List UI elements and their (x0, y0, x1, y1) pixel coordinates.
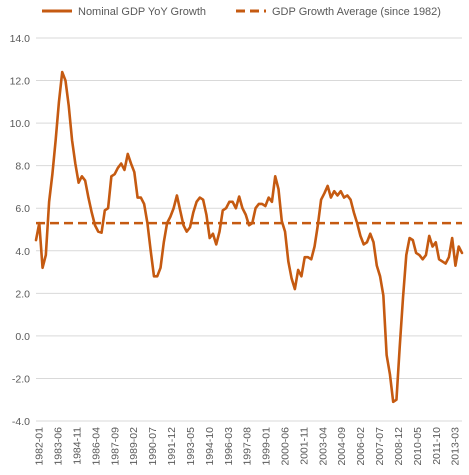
series-layer (34, 70, 464, 404)
x-tick-label: 1982-01 (34, 427, 46, 466)
y-axis: 14.0 12.0 10.0 8.0 6.0 4.0 2.0 0.0 -2.0 -4.0 (10, 33, 31, 428)
y-tick-label: -4.0 (12, 416, 30, 428)
x-tick-label: 2001-11 (298, 427, 310, 465)
x-tick-label: 2007-07 (374, 427, 386, 466)
x-tick-label: 2000-06 (279, 427, 291, 466)
x-axis: 1982-01 1983-06 1984-11 1986-04 1987-09 1989-… (34, 427, 462, 466)
x-tick-label: 1993-05 (185, 427, 197, 466)
x-tick-label: 2004-09 (336, 427, 348, 466)
legend: Nominal GDP YoY Growth GDP Growth Averag… (42, 6, 441, 18)
x-tick-label: 2010-05 (412, 427, 424, 466)
y-tick-label: 0.0 (15, 331, 30, 343)
y-tick-label: 14.0 (10, 33, 31, 45)
y-tick-label: -2.0 (12, 373, 30, 385)
x-tick-label: 1987-09 (109, 427, 121, 466)
x-tick-label: 1997-08 (242, 427, 254, 466)
x-tick-label: 2003-04 (317, 427, 329, 466)
x-tick-label: 2013-03 (450, 427, 462, 466)
x-tick-label: 1996-03 (223, 427, 235, 466)
x-tick-label: 1984-11 (71, 427, 83, 465)
x-tick-label: 1999-01 (261, 427, 273, 466)
y-tick-label: 12.0 (10, 76, 31, 88)
x-tick-label: 1990-07 (147, 427, 159, 466)
y-tick-label: 2.0 (15, 288, 30, 300)
y-tick-label: 8.0 (15, 161, 30, 173)
y-tick-label: 6.0 (15, 203, 30, 215)
x-tick-label: 1986-04 (90, 427, 102, 466)
y-tick-label: 4.0 (15, 246, 30, 258)
x-tick-label: 1994-10 (204, 427, 216, 466)
x-tick-label: 1983-06 (53, 427, 65, 466)
x-tick-label: 2011-10 (431, 427, 443, 465)
series-line-nominal-gdp (34, 70, 464, 404)
x-tick-label: 2008-12 (393, 427, 405, 466)
legend-label-nominal-gdp: Nominal GDP YoY Growth (78, 6, 206, 18)
gridlines (36, 37, 462, 422)
legend-label-gdp-average: GDP Growth Average (since 1982) (272, 6, 441, 18)
x-tick-label: 1989-02 (128, 427, 140, 466)
x-tick-label: 2006-02 (355, 427, 367, 466)
y-tick-label: 10.0 (10, 118, 31, 130)
x-tick-label: 1991-12 (166, 427, 178, 466)
